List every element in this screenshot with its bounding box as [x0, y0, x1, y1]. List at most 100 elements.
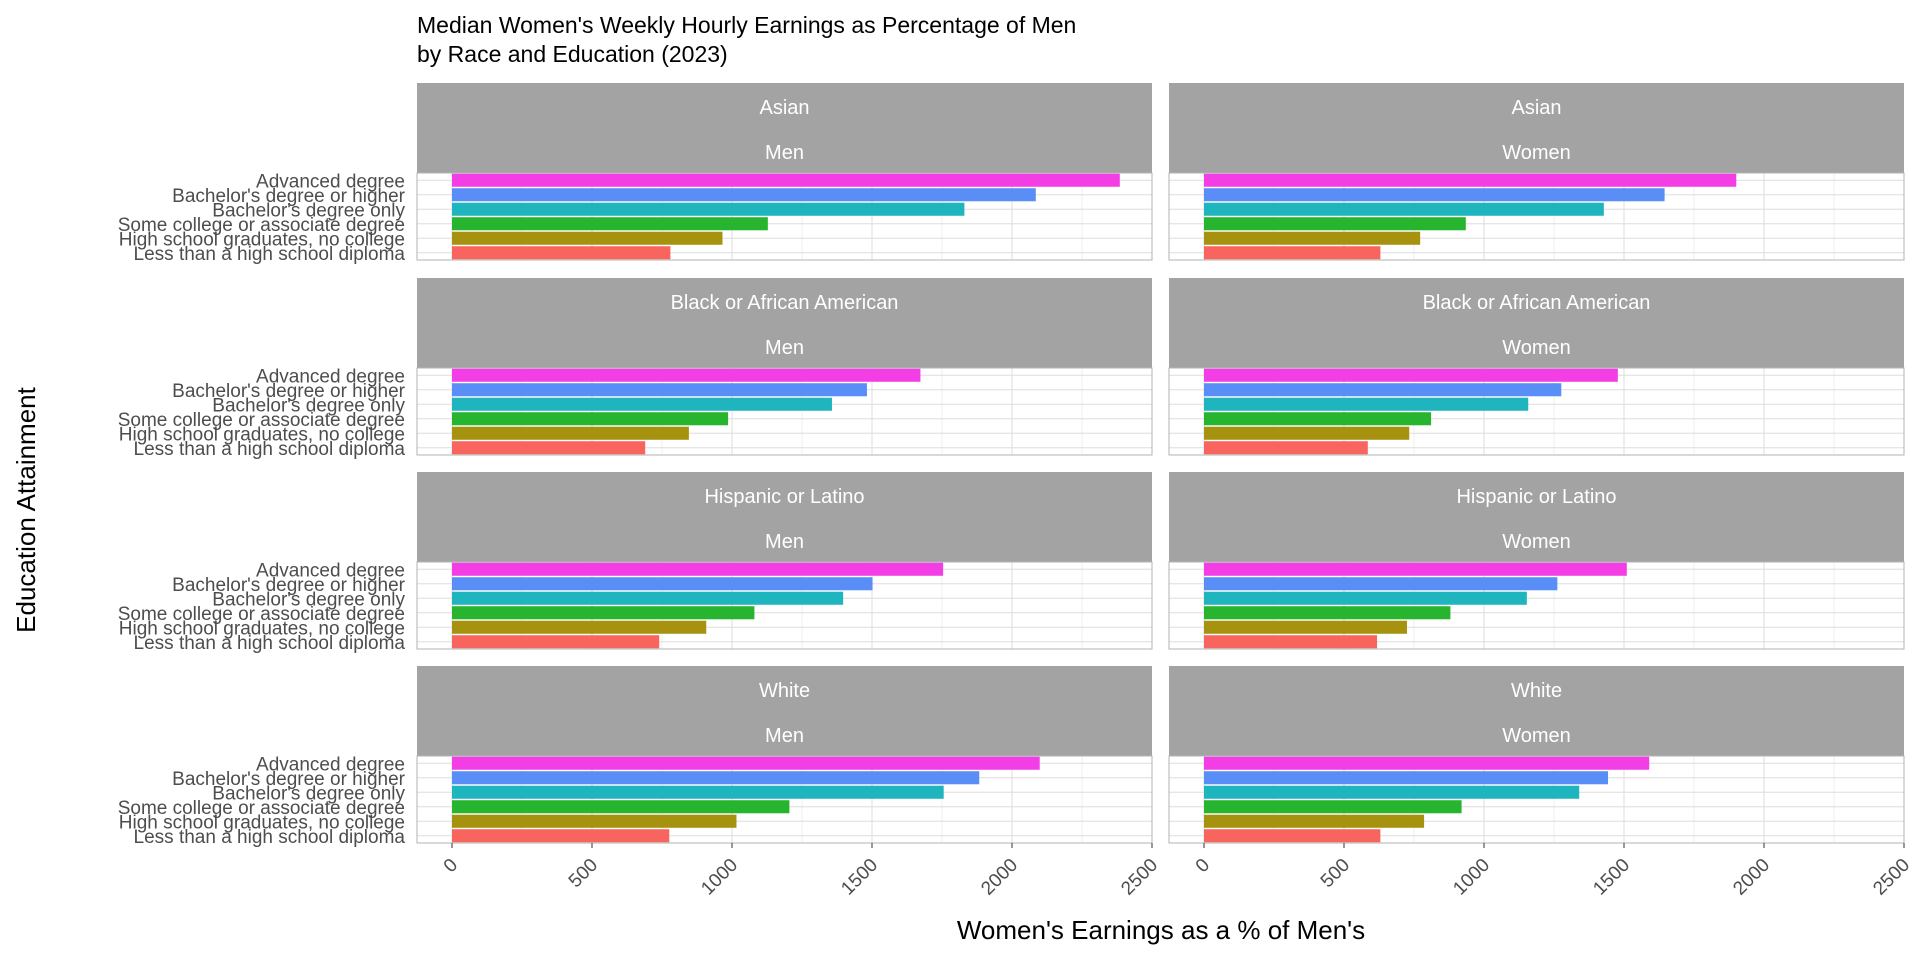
facet-strip — [1169, 278, 1904, 368]
category-label: Advanced degree — [256, 366, 405, 387]
x-tick-label: 0 — [1192, 855, 1214, 877]
facet-sex-label: Women — [1502, 142, 1571, 164]
bar — [452, 577, 873, 591]
bar — [452, 620, 707, 634]
plot-background — [1169, 756, 1904, 843]
panel-border — [1168, 755, 1905, 844]
facet-panel: White Women 0 500 1000 1500 2000 2500 — [1168, 666, 1914, 900]
x-tick-label: 1500 — [1589, 855, 1634, 900]
bar — [452, 814, 737, 828]
category-label: Bachelor's degree only — [212, 395, 405, 416]
bar — [1204, 217, 1466, 231]
bar — [452, 785, 944, 799]
panel-border — [1168, 561, 1905, 650]
bar — [452, 800, 790, 814]
x-tick-label: 2500 — [1869, 855, 1914, 900]
category-label: High school graduates, no college — [119, 618, 405, 639]
category-label: Less than a high school diploma — [134, 244, 406, 265]
bar — [1204, 562, 1627, 576]
category-label: Bachelor's degree or higher — [172, 575, 405, 596]
category-label: Bachelor's degree only — [212, 200, 405, 221]
facet-panel: Asian Women — [1168, 83, 1905, 261]
category-label: Some college or associate degree — [118, 604, 405, 625]
x-tick-label: 1000 — [697, 855, 742, 900]
facet-strip — [417, 278, 1152, 368]
chart-title-line-1: Median Women's Weekly Hourly Earnings as… — [417, 12, 1076, 38]
facet-sex-label: Men — [765, 337, 804, 359]
bar — [452, 591, 844, 605]
bar — [1204, 591, 1527, 605]
x-tick-label: 2000 — [977, 855, 1022, 900]
facet-panel: Black or African American Men Advanced deg… — [118, 278, 1153, 460]
bar — [452, 397, 832, 411]
bar — [452, 441, 646, 455]
facet-sex-label: Women — [1502, 531, 1571, 553]
bar — [1204, 246, 1381, 260]
bar — [452, 173, 1120, 187]
category-label: Bachelor's degree or higher — [172, 186, 405, 207]
facet-strip — [417, 472, 1152, 562]
facet-race-label: Asian — [759, 97, 809, 119]
facet-race-label: Black or African American — [1423, 292, 1651, 314]
x-tick-label: 0 — [440, 855, 462, 877]
facet-race-label: White — [1511, 680, 1562, 702]
bar — [1204, 577, 1558, 591]
facet-sex-label: Men — [765, 142, 804, 164]
panel-border — [1168, 367, 1905, 456]
bar — [452, 188, 1036, 202]
x-tick-label: 2500 — [1117, 855, 1162, 900]
bar — [1204, 771, 1609, 785]
bar — [452, 756, 1040, 770]
bar — [1204, 188, 1665, 202]
bar — [1204, 620, 1407, 634]
facet-strip — [1169, 83, 1904, 173]
facet-strip — [417, 666, 1152, 756]
plot-background — [1169, 368, 1904, 455]
category-label: Bachelor's degree or higher — [172, 381, 405, 402]
bar — [452, 231, 723, 245]
category-label: Less than a high school diploma — [134, 439, 406, 460]
bar — [452, 635, 660, 649]
category-label: Bachelor's degree or higher — [172, 769, 405, 790]
plot-background — [1169, 173, 1904, 260]
bar — [452, 829, 670, 843]
category-label: Bachelor's degree only — [212, 783, 405, 804]
category-label: Some college or associate degree — [118, 410, 405, 431]
bar — [452, 771, 980, 785]
facet-sex-label: Men — [765, 531, 804, 553]
x-tick-label: 500 — [565, 855, 602, 892]
x-axis-title: Women's Earnings as a % of Men's — [957, 915, 1365, 945]
bar — [1204, 202, 1604, 216]
facet-strip — [1169, 472, 1904, 562]
facet-strip — [1169, 666, 1904, 756]
facet-panel: Hispanic or Latino Women — [1168, 472, 1905, 650]
bar — [452, 426, 689, 440]
bar — [452, 217, 768, 231]
bar — [1204, 173, 1737, 187]
bar — [1204, 829, 1381, 843]
bar — [452, 246, 671, 260]
category-label: Bachelor's degree only — [212, 589, 405, 610]
bar — [1204, 756, 1650, 770]
panel-border — [416, 367, 1153, 456]
panel-border — [416, 561, 1153, 650]
panel-border — [416, 755, 1153, 844]
category-label: High school graduates, no college — [119, 424, 405, 445]
facet-sex-label: Women — [1502, 337, 1571, 359]
category-label: Less than a high school diploma — [134, 827, 406, 848]
bar — [452, 368, 921, 382]
facet-race-label: White — [759, 680, 810, 702]
category-label: Advanced degree — [256, 171, 405, 192]
facet-panel: Black or African American Women — [1168, 278, 1905, 456]
bar — [1204, 800, 1462, 814]
facet-race-label: Hispanic or Latino — [1456, 486, 1616, 508]
plot-background — [417, 756, 1152, 843]
bar — [1204, 441, 1368, 455]
category-label: Some college or associate degree — [118, 798, 405, 819]
category-label: Advanced degree — [256, 754, 405, 775]
x-tick-label: 2000 — [1729, 855, 1774, 900]
bar — [1204, 412, 1432, 426]
